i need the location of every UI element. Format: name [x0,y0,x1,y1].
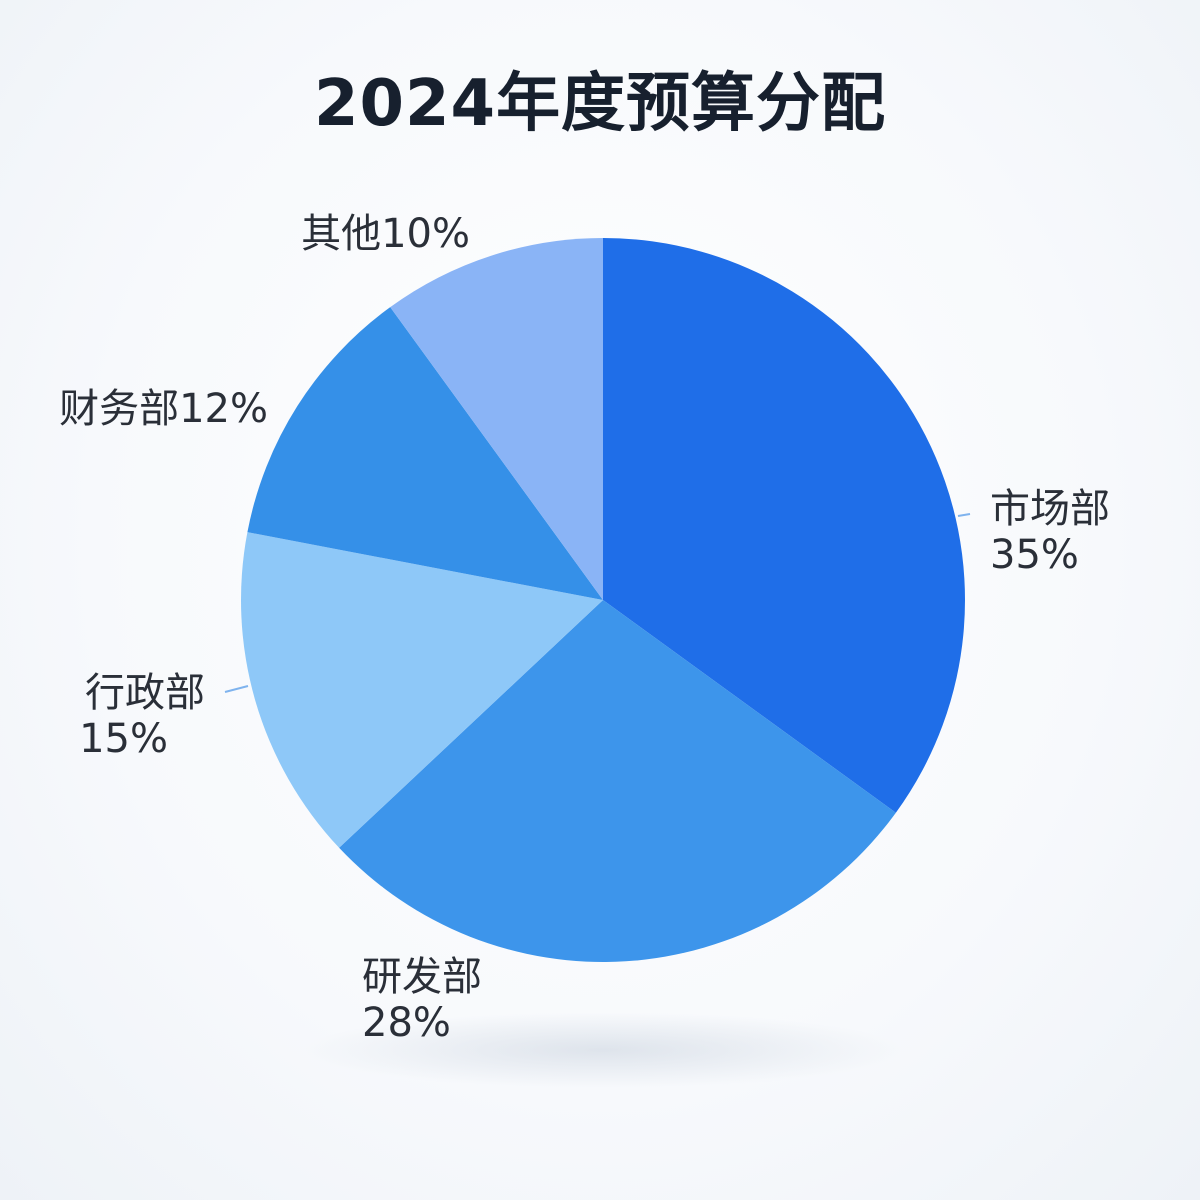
leader-line-1 [957,513,971,517]
leader-line-3 [224,685,249,693]
slice-label-3: 行政部 [85,670,205,716]
slice-percent-2: 28% [362,1000,451,1046]
slice-label-4: 财务部12% [59,386,268,432]
pie-slice-4 [247,307,603,600]
slice-label-1: 市场部 [990,486,1110,532]
pie-slice-5 [390,238,603,600]
pie-shadow [303,1012,903,1088]
slice-label-5: 其他10% [301,211,470,257]
slice-percent-3: 15% [79,716,168,762]
chart-title: 2024年度预算分配 [313,67,887,141]
pie-slices [241,238,965,963]
slice-percent-1: 35% [990,532,1079,578]
pie-slice-1 [603,238,965,813]
pie-slice-2 [339,600,896,963]
pie-slice-3 [241,532,604,848]
slice-label-2: 研发部 [362,954,482,1000]
